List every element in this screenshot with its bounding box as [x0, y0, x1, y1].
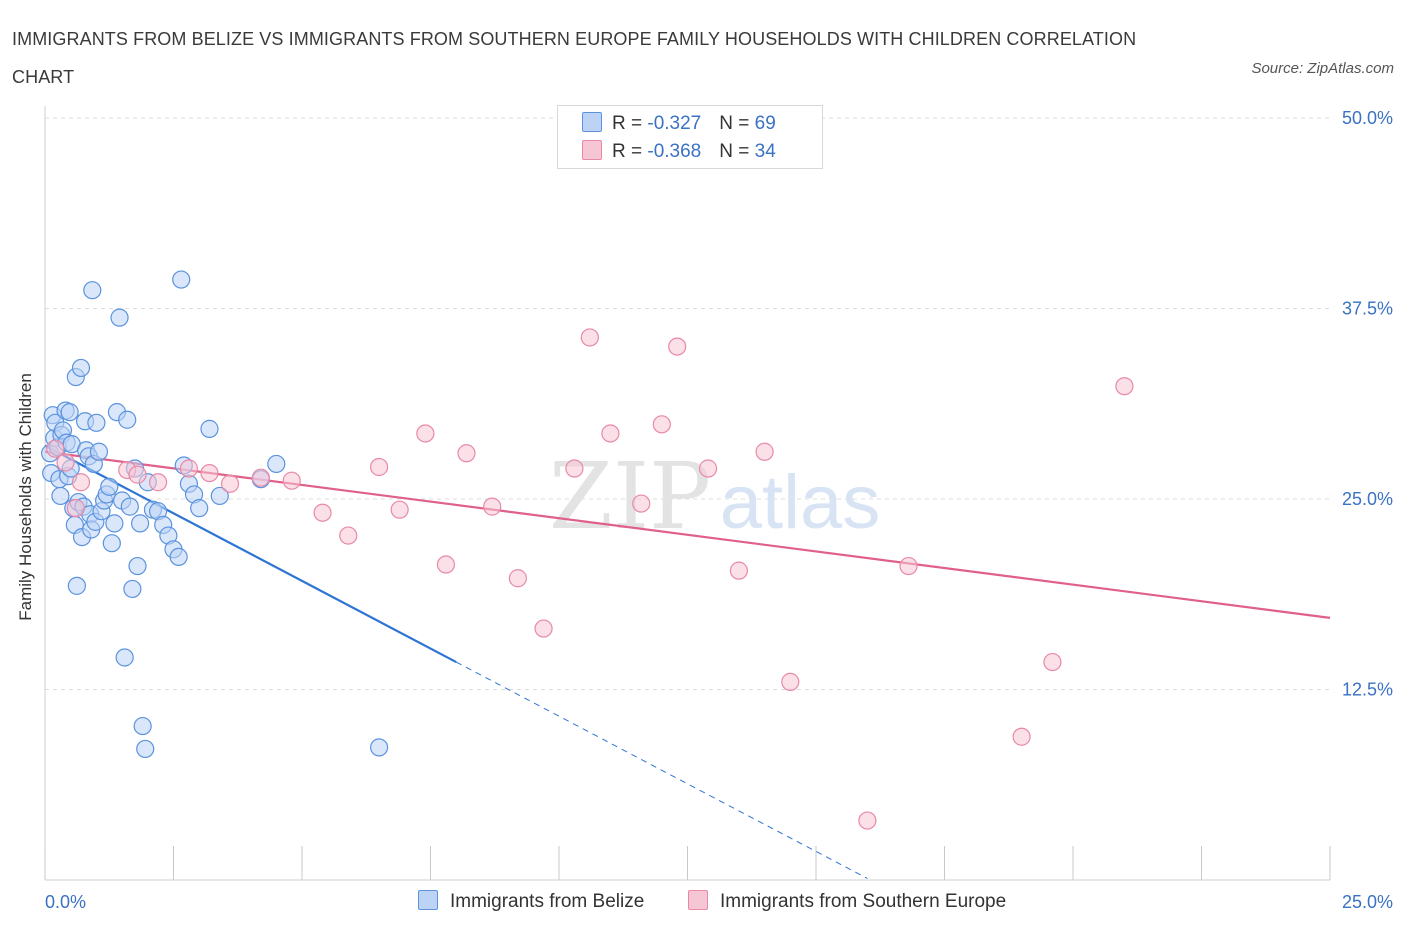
- legend-belize-label: Immigrants from Belize: [450, 891, 645, 912]
- southern-europe-point-21: [534, 619, 553, 638]
- belize-n-value: 69: [754, 113, 776, 134]
- southern-europe-swatch: [582, 140, 602, 160]
- belize-point-7: [51, 486, 70, 506]
- southern-europe-point-2: [66, 499, 85, 518]
- southern-europe-point-9: [220, 474, 240, 493]
- belize-point-37: [100, 477, 119, 496]
- belize-point-44: [118, 410, 137, 429]
- southern-europe-point-30: [755, 442, 774, 461]
- stats-legend-row-belize: R = -0.327 N = 69: [582, 110, 776, 138]
- y-tick-label-3: 50.0%: [1342, 108, 1393, 128]
- southern-europe-point-31: [781, 672, 800, 691]
- belize-point-29: [83, 281, 102, 300]
- belize-point-32: [87, 413, 106, 432]
- southern-europe-point-32: [858, 811, 877, 830]
- belize-point-49: [130, 514, 150, 533]
- y-tick-label-1: 25.0%: [1342, 489, 1393, 509]
- southern-europe-point-25: [632, 494, 651, 513]
- belize-point-58: [169, 547, 188, 567]
- southern-europe-point-17: [436, 555, 456, 574]
- southern-europe-point-29: [729, 561, 749, 580]
- chart-source: Source: ZipAtlas.com: [1251, 60, 1394, 77]
- watermark-atlas: atlas: [720, 460, 881, 545]
- southern-europe-point-18: [457, 444, 476, 463]
- legend-item-southern-europe[interactable]: Immigrants from Southern Europe: [688, 888, 1006, 916]
- southern-europe-point-0: [46, 439, 65, 458]
- southern-europe-point-34: [1012, 727, 1031, 746]
- belize-point-67: [267, 454, 286, 474]
- southern-europe-point-10: [251, 468, 270, 487]
- southern-europe-point-15: [390, 500, 409, 519]
- southern-europe-point-23: [580, 328, 599, 347]
- belize-point-50: [133, 716, 152, 736]
- southern-europe-point-22: [565, 459, 584, 478]
- southern-europe-point-28: [698, 459, 718, 478]
- southern-europe-point-13: [339, 526, 358, 545]
- belize-point-39: [105, 514, 124, 533]
- belize-point-41: [110, 308, 129, 327]
- belize-point-65: [210, 486, 229, 506]
- southern-europe-point-36: [1115, 377, 1134, 396]
- tick-labels: 12.5% 25.0% 37.5% 50.0% 0.0% 25.0%: [45, 108, 1393, 912]
- belize-point-48: [128, 556, 147, 576]
- belize-point-21: [71, 358, 91, 378]
- belize-point-45: [120, 497, 139, 516]
- gridlines: [45, 117, 1330, 690]
- axes: [44, 106, 1331, 881]
- southern-europe-point-16: [416, 424, 435, 443]
- southern-europe-point-5: [128, 465, 147, 484]
- legend-item-belize[interactable]: Immigrants from Belize: [418, 888, 644, 916]
- legend-southern-europe-label: Immigrants from Southern Europe: [720, 891, 1007, 912]
- southern-europe-point-27: [668, 337, 687, 356]
- belize-point-63: [190, 499, 209, 518]
- belize-point-68: [370, 738, 389, 757]
- x-tick-label-min: 0.0%: [45, 892, 86, 912]
- southern-europe-point-11: [282, 471, 301, 490]
- belize-point-19: [67, 576, 86, 595]
- belize-point-46: [123, 579, 142, 599]
- southern-europe-point-6: [148, 473, 168, 492]
- southern-europe-r-value: -0.368: [647, 141, 702, 162]
- y-tick-label-2: 37.5%: [1342, 299, 1393, 319]
- chart-title: IMMIGRANTS FROM BELIZE VS IMMIGRANTS FRO…: [12, 29, 1137, 87]
- data-points: [41, 270, 1134, 830]
- southern-europe-point-8: [200, 463, 219, 483]
- belize-r-value: -0.327: [647, 113, 702, 134]
- southern-europe-point-20: [508, 569, 527, 588]
- legend-southern-europe-swatch: [688, 890, 708, 910]
- southern-europe-n-value: 34: [754, 141, 776, 162]
- belize-point-43: [115, 648, 134, 667]
- southern-europe-point-14: [370, 457, 389, 477]
- southern-europe-point-26: [652, 415, 671, 434]
- belize-point-64: [200, 419, 219, 438]
- zipatlas-watermark: ZIP atlas: [549, 443, 880, 550]
- y-axis-label: Family Households with Children: [16, 373, 35, 621]
- belize-point-33: [89, 442, 109, 461]
- southern-europe-point-19: [483, 497, 502, 516]
- belize-point-13: [60, 403, 79, 422]
- x-tick-label-max: 25.0%: [1342, 892, 1393, 912]
- stats-legend-row-southern-europe: R = -0.368 N = 34: [582, 138, 776, 166]
- southern-europe-point-7: [179, 459, 199, 478]
- southern-europe-point-24: [601, 424, 620, 443]
- southern-europe-point-1: [56, 453, 75, 472]
- southern-europe-point-3: [71, 473, 91, 492]
- belize-point-51: [136, 739, 155, 759]
- southern-europe-point-12: [313, 503, 332, 522]
- southern-europe-point-33: [899, 556, 918, 576]
- belize-swatch: [582, 112, 602, 132]
- belize-trendline-extension: [455, 661, 868, 879]
- belize-point-38: [102, 534, 121, 553]
- legend-belize-swatch: [418, 890, 438, 910]
- belize-point-59: [172, 270, 191, 289]
- stats-legend: R = -0.327 N = 69 R = -0.368 N = 34: [557, 105, 823, 169]
- southern-europe-point-35: [1043, 652, 1062, 672]
- y-tick-label-0: 12.5%: [1342, 680, 1393, 700]
